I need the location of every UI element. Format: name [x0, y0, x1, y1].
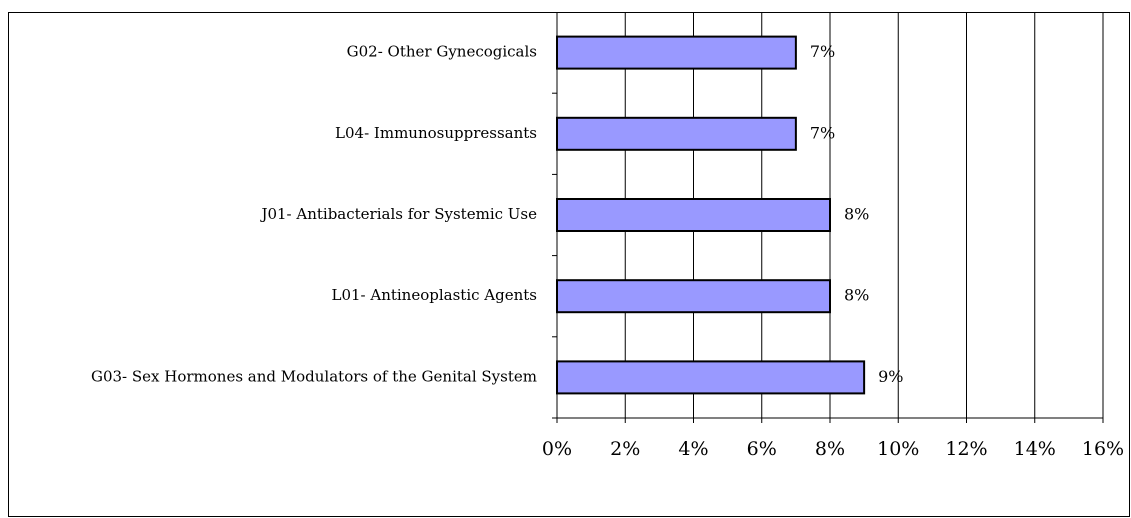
x-tick-label: 16% [1082, 438, 1124, 460]
x-tick-label: 6% [747, 438, 777, 460]
chart-frame [8, 12, 1130, 517]
y-tick-label: G03- Sex Hormones and Modulators of the … [91, 367, 537, 385]
x-tick-label: 10% [877, 438, 919, 460]
x-tick-label: 8% [815, 438, 845, 460]
data-label: 8% [844, 205, 869, 224]
bar [556, 35, 797, 70]
data-label: 8% [844, 286, 869, 305]
x-tick-label: 12% [945, 438, 987, 460]
y-tick-label: J01- Antibacterials for Systemic Use [259, 205, 537, 223]
y-tick-label: G02- Other Gynecogicals [347, 43, 537, 61]
bar [556, 116, 797, 151]
x-tick-label: 2% [610, 438, 640, 460]
bar [556, 279, 831, 314]
data-label: 7% [810, 42, 835, 61]
bar [556, 360, 866, 395]
data-label: 7% [810, 123, 835, 142]
x-tick-label: 4% [678, 438, 708, 460]
x-tick-label: 0% [542, 438, 572, 460]
bar [556, 198, 831, 232]
y-tick-label: L01- Antineoplastic Agents [331, 286, 537, 304]
x-tick-label: 14% [1014, 438, 1056, 460]
y-tick-label: L04- Immunosuppressants [335, 124, 537, 142]
data-label: 9% [878, 367, 903, 386]
